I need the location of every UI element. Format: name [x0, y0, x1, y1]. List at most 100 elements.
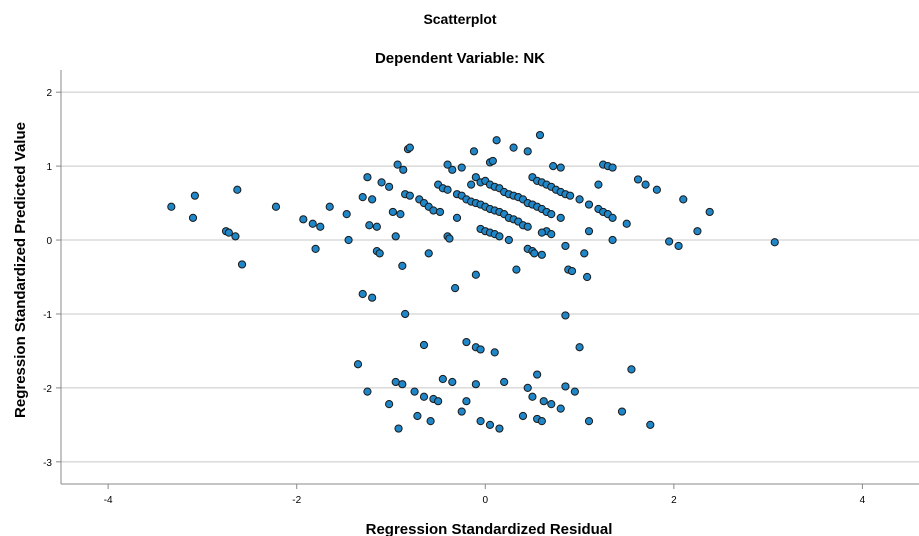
data-point — [580, 249, 589, 258]
data-point — [518, 411, 528, 421]
x-tick-labels: -4 -2 0 2 4 — [104, 495, 866, 506]
x-tick-label: 4 — [860, 495, 866, 506]
data-point — [368, 195, 377, 204]
data-point — [646, 420, 655, 429]
data-point — [674, 241, 683, 251]
data-point — [358, 193, 367, 202]
data-point — [547, 210, 556, 219]
data-point — [523, 147, 532, 156]
data-point — [410, 387, 419, 396]
data-point — [271, 202, 281, 211]
data-point — [561, 311, 570, 320]
data-point — [388, 207, 397, 217]
data-point — [308, 219, 317, 228]
data-point — [311, 244, 320, 254]
data-point — [469, 147, 479, 156]
data-point — [233, 185, 242, 194]
data-point — [224, 228, 233, 237]
data-point — [567, 266, 577, 276]
data-point — [471, 380, 480, 389]
data-point — [363, 173, 372, 182]
data-point — [627, 365, 636, 374]
data-point — [443, 185, 452, 194]
data-point — [462, 397, 471, 406]
data-point — [584, 417, 594, 426]
data-point — [530, 249, 539, 258]
x-axis-label: Regression Standardized Residual — [366, 521, 613, 536]
data-point — [438, 374, 447, 384]
data-point — [528, 392, 537, 401]
data-point — [693, 227, 702, 236]
data-point — [398, 261, 407, 271]
data-point — [398, 380, 407, 389]
data-point — [231, 232, 240, 241]
data-point — [368, 293, 377, 302]
chart-title: Scatterplot — [423, 11, 496, 27]
data-point — [393, 160, 402, 169]
data-point — [608, 235, 617, 245]
data-point — [365, 221, 374, 230]
data-point — [504, 235, 513, 245]
data-point — [570, 387, 579, 396]
data-point — [584, 227, 594, 236]
data-point — [419, 392, 429, 401]
data-point — [509, 143, 518, 152]
data-point — [457, 163, 466, 172]
y-tick-label: 1 — [46, 162, 52, 173]
y-tick-label: -1 — [43, 310, 52, 321]
data-point — [523, 222, 532, 231]
data-point — [537, 250, 546, 259]
data-point — [396, 210, 405, 219]
data-point — [344, 235, 353, 245]
data-point — [426, 417, 435, 426]
data-point — [413, 411, 422, 421]
data-point — [547, 230, 556, 239]
data-point — [190, 191, 199, 200]
data-point — [523, 383, 532, 392]
data-point — [495, 424, 504, 433]
data-point — [490, 348, 499, 357]
data-point — [419, 340, 429, 350]
data-point — [372, 222, 381, 231]
data-point — [583, 272, 592, 282]
data-point — [476, 345, 485, 354]
data-point — [429, 206, 438, 215]
data-point — [237, 260, 247, 269]
data-point — [448, 377, 457, 387]
x-tick-label: -4 — [104, 495, 113, 506]
data-point — [547, 400, 556, 409]
data-point — [535, 130, 545, 140]
data-point — [325, 202, 334, 211]
data-point — [594, 180, 603, 189]
data-point — [353, 360, 363, 369]
data-point — [167, 202, 176, 211]
data-point — [385, 182, 394, 191]
data-point — [608, 213, 617, 222]
data-point — [575, 343, 584, 352]
data-point — [500, 377, 509, 387]
data-point — [495, 232, 504, 241]
y-tick-label: -2 — [43, 384, 52, 395]
y-tick-label: 2 — [46, 88, 52, 99]
y-tick-label: -3 — [43, 458, 52, 469]
y-tick-labels: 2 1 0 -1 -2 -3 — [43, 88, 52, 469]
data-point — [405, 143, 414, 152]
data-point — [705, 207, 714, 217]
data-point — [537, 228, 546, 237]
data-point — [467, 180, 476, 189]
data-point — [770, 238, 779, 247]
data-point — [358, 289, 367, 299]
data-point — [342, 210, 351, 219]
data-point — [556, 213, 565, 222]
y-tick-label: 0 — [46, 236, 52, 247]
grid-lines — [61, 91, 919, 463]
data-point — [399, 165, 408, 174]
data-point — [556, 404, 565, 413]
data-point — [633, 175, 643, 184]
data-point — [485, 420, 495, 429]
data-point — [652, 185, 661, 194]
data-point — [316, 222, 325, 231]
data-point — [641, 180, 650, 189]
x-tick-label: 0 — [483, 495, 489, 506]
